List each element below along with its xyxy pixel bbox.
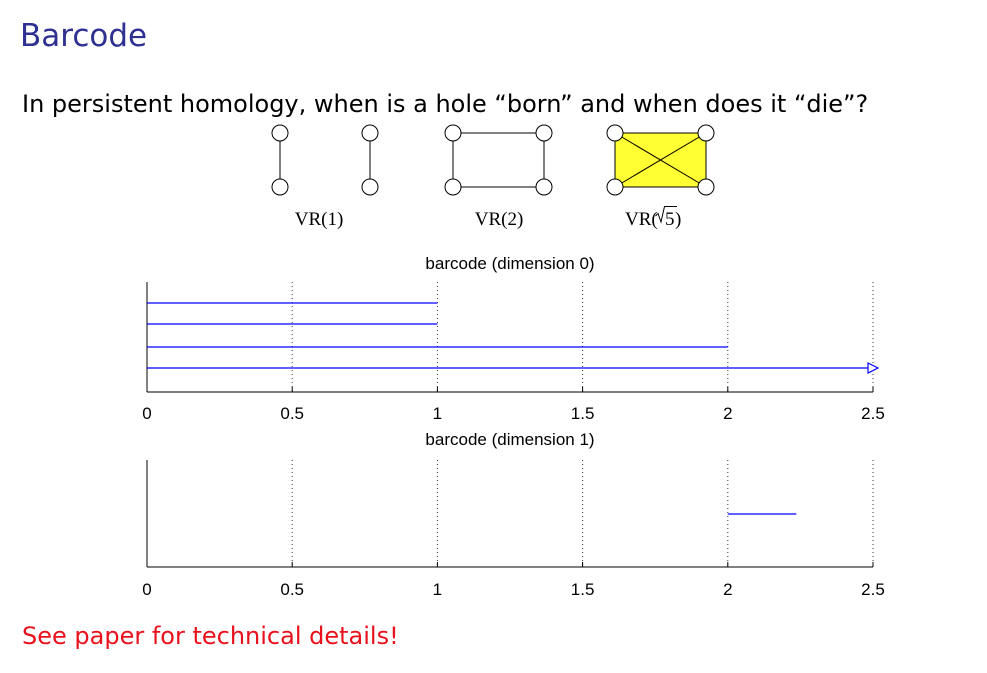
vertex — [535, 178, 553, 196]
chart-title: barcode (dimension 1) — [425, 430, 594, 449]
vr2-complex: VR(2) — [444, 124, 553, 230]
vertex — [361, 124, 379, 142]
vertex — [606, 178, 624, 196]
x-tick-label: 2.5 — [861, 404, 885, 423]
vertex — [697, 178, 715, 196]
x-tick-label: 2 — [723, 580, 732, 599]
chart-title: barcode (dimension 0) — [425, 254, 594, 273]
x-tick-label: 1 — [433, 580, 442, 599]
x-tick-label: 0.5 — [280, 580, 304, 599]
vertex — [361, 178, 379, 196]
x-tick-label: 1.5 — [571, 580, 595, 599]
x-tick-label: 1 — [433, 404, 442, 423]
vertex — [271, 124, 289, 142]
vr3-label-prefix: VR( — [625, 209, 658, 230]
infinity-arrow-icon — [867, 362, 880, 374]
vr3-label: VR( 5 ) — [625, 206, 681, 230]
vertex — [535, 124, 553, 142]
x-tick-label: 0 — [142, 404, 151, 423]
vr1-label: VR(1) — [295, 209, 344, 230]
x-tick-label: 2.5 — [861, 580, 885, 599]
vertex — [444, 178, 462, 196]
footer-note: See paper for technical details! — [22, 622, 399, 650]
edge-cycle — [452, 132, 545, 188]
vr1-complex: VR(1) — [271, 124, 379, 230]
question-text: In persistent homology, when is a hole “… — [22, 90, 869, 118]
diagonal-edge — [614, 132, 707, 188]
vr-sqrt5-complex: VR( 5 ) — [606, 124, 715, 230]
vr2-label: VR(2) — [475, 209, 524, 230]
vertex — [271, 178, 289, 196]
x-tick-label: 1.5 — [571, 404, 595, 423]
vertex — [697, 124, 715, 142]
slide-title: Barcode — [20, 18, 148, 54]
vertex — [444, 124, 462, 142]
sqrt-sign-icon — [655, 206, 677, 224]
vr3-label-radicand: 5 — [665, 209, 675, 230]
x-tick-label: 2 — [723, 404, 732, 423]
x-tick-label: 0.5 — [280, 404, 304, 423]
x-tick-label: 0 — [142, 580, 151, 599]
vr-complexes-figure: VR(1) VR(2) VR( 5 ) — [271, 124, 715, 230]
vertex — [606, 124, 624, 142]
vr3-label-suffix: ) — [675, 209, 681, 230]
